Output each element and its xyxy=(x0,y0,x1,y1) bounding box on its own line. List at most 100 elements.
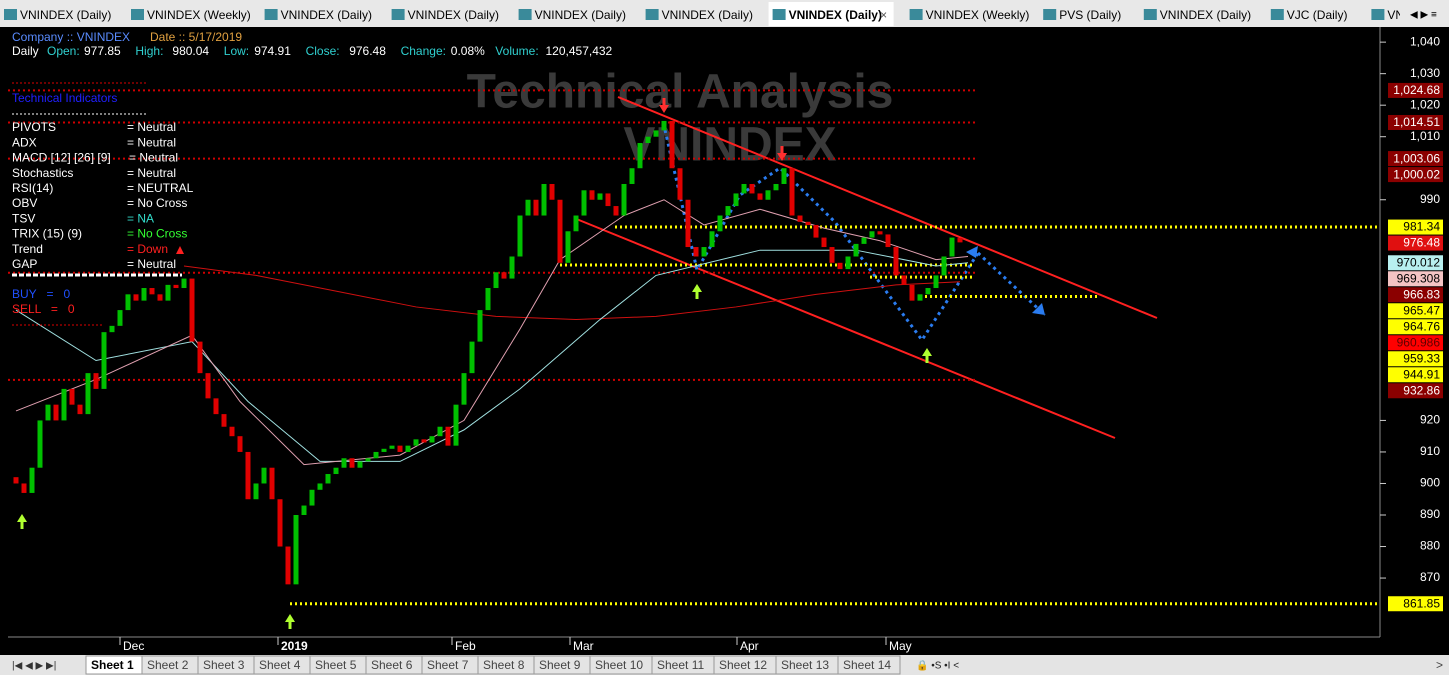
sheet-tab[interactable]: Sheet 9 xyxy=(533,655,591,675)
sheet-label: Sheet 12 xyxy=(719,658,767,672)
candle-body xyxy=(725,206,731,216)
candle-body xyxy=(901,275,907,285)
buy: BUY = 0 xyxy=(12,287,70,301)
tab-label: VNINDEX (Daily) xyxy=(1160,8,1251,22)
tab-icon xyxy=(909,9,923,20)
sheet-tab[interactable]: Sheet 7 xyxy=(421,655,479,675)
candle-body xyxy=(85,373,91,415)
tab[interactable]: VNINDEX (Daily) xyxy=(0,2,125,26)
arrow-head xyxy=(966,246,978,258)
y-tick-label: 880 xyxy=(1420,539,1440,553)
price-label-bg xyxy=(1388,351,1443,367)
price-label-bg xyxy=(1388,82,1443,98)
tab-icon xyxy=(4,9,17,20)
candle-body xyxy=(133,294,139,301)
candle-body xyxy=(797,215,803,222)
y-tick-label: 1,030 xyxy=(1410,66,1440,80)
sheet-nav: |◀ ◀ ▶ ▶| xyxy=(12,661,56,672)
y-tick-label: 1,040 xyxy=(1410,34,1440,48)
candle-body xyxy=(173,284,179,289)
candle-body xyxy=(269,467,275,500)
candle-body xyxy=(485,288,491,311)
price-label: 960.986 xyxy=(1397,335,1441,349)
candle-body xyxy=(613,206,619,216)
tab[interactable]: VNINDEX (Weekly) xyxy=(127,2,259,26)
field-label: Volume: xyxy=(495,44,538,58)
y-tick-label: 920 xyxy=(1420,413,1440,427)
price-label: 966.83 xyxy=(1403,287,1440,301)
candle-body xyxy=(349,458,355,468)
moving-average xyxy=(183,265,961,321)
sheet-tab[interactable]: Sheet 6 xyxy=(365,655,423,675)
indicator-name: Trend xyxy=(12,242,43,256)
scroll-right: > xyxy=(1436,658,1443,672)
candle-body xyxy=(693,247,699,257)
candle-body xyxy=(909,284,915,301)
candle-body xyxy=(237,436,243,452)
price-label: 970.012 xyxy=(1397,255,1441,269)
price-label: 976.48 xyxy=(1403,236,1440,250)
sheet-tab[interactable]: Sheet 3 xyxy=(197,655,255,675)
price-label-bg xyxy=(1388,167,1443,183)
field-label: High: xyxy=(135,44,163,58)
tab-bg xyxy=(260,2,386,26)
candle-body xyxy=(93,373,99,389)
tab[interactable]: PVS (Daily) xyxy=(1039,2,1138,26)
tab[interactable]: VNINDEX (Daily) xyxy=(1139,2,1265,26)
candle-body xyxy=(157,294,163,301)
tab[interactable]: VNINDEX (Daily) xyxy=(514,2,640,26)
candle-body xyxy=(421,439,427,443)
signal-down xyxy=(780,146,784,154)
sheet-tab[interactable]: Sheet 13 xyxy=(775,655,839,675)
price-label: 1,003.06 xyxy=(1393,151,1440,165)
tab[interactable]: VNINDEX (Daily) xyxy=(641,2,767,26)
candle-body xyxy=(565,231,571,263)
candle-body xyxy=(949,237,955,257)
price-label: 1,000.02 xyxy=(1393,167,1440,181)
price-label-bg xyxy=(1388,303,1443,319)
tab-scroll: ◀ ▶ ≡ xyxy=(1410,10,1437,21)
sheet-tab[interactable]: Sheet 1 xyxy=(85,655,143,675)
signal-up xyxy=(288,621,292,629)
tab-bg xyxy=(514,2,640,26)
sheet-tab[interactable]: Sheet 8 xyxy=(477,655,535,675)
indicator-name: TRIX (15) (9) xyxy=(12,227,82,241)
tab-icon xyxy=(1270,9,1284,20)
candle-body xyxy=(821,237,827,248)
candle-body xyxy=(189,278,195,342)
sheet-tab[interactable]: Sheet 5 xyxy=(309,655,367,675)
tab-icon xyxy=(518,9,532,20)
sheet-tab[interactable]: Sheet 14 xyxy=(837,655,901,675)
sheet-tab[interactable]: Sheet 2 xyxy=(141,655,199,675)
tab[interactable]: VNINDEX (Weekly) xyxy=(905,2,1038,26)
sheet-label: Sheet 10 xyxy=(595,658,643,672)
company: Company :: VNINDEX xyxy=(12,30,130,44)
candle-body xyxy=(29,467,35,493)
price-label: 1,014.51 xyxy=(1393,115,1440,129)
sheet-tab[interactable]: Sheet 11 xyxy=(651,655,715,675)
sheet-tab[interactable]: Sheet 10 xyxy=(589,655,653,675)
price-label-bg xyxy=(1388,151,1443,167)
sheet-tab[interactable]: Sheet 12 xyxy=(713,655,777,675)
candle-body xyxy=(341,458,347,468)
tab[interactable]: VJC (Daily) xyxy=(1266,2,1366,26)
sheet-label: Sheet 14 xyxy=(843,658,891,672)
candle-body xyxy=(253,483,259,500)
candle-body xyxy=(389,445,395,449)
sheet-label: Sheet 5 xyxy=(315,658,357,672)
price-label-bg xyxy=(1388,219,1443,235)
tab-label: VJC (Daily) xyxy=(1287,8,1348,22)
candle-body xyxy=(805,221,811,225)
tab-scroll xyxy=(1400,2,1449,26)
tab-bg xyxy=(641,2,767,26)
sheet-tab[interactable]: Sheet 4 xyxy=(253,655,311,675)
tab-icon xyxy=(1371,9,1385,20)
channel-line xyxy=(617,96,1158,319)
y-tick-label: 990 xyxy=(1420,192,1440,206)
field-value: 120,457,432 xyxy=(546,44,613,58)
candle-body xyxy=(605,193,611,207)
tab[interactable]: VNINDEX (Daily)× xyxy=(768,2,894,26)
candle-body xyxy=(333,467,339,475)
tab[interactable]: VNINDEX (Daily) xyxy=(260,2,386,26)
tab[interactable]: VNINDEX (Daily) xyxy=(387,2,513,26)
